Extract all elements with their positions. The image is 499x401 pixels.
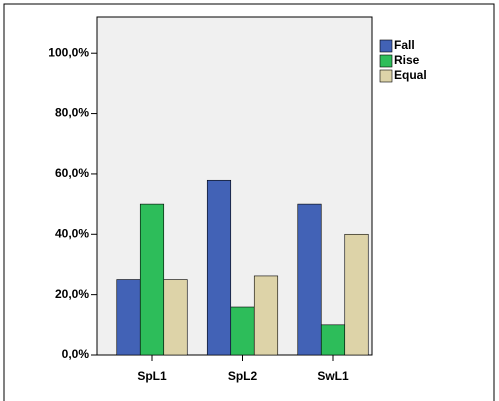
- legend-label: Equal: [394, 68, 427, 82]
- bar: [230, 306, 255, 356]
- bar: [297, 203, 322, 356]
- y-tick-label: 80,0%: [55, 106, 89, 120]
- x-tick-label: SwL1: [317, 369, 349, 383]
- legend-swatch: [379, 39, 393, 53]
- y-tick-label: 20,0%: [55, 287, 89, 301]
- legend-swatch: [379, 69, 393, 83]
- y-tick-label: 60,0%: [55, 166, 89, 180]
- legend-label: Fall: [394, 38, 415, 52]
- legend-swatch: [379, 54, 393, 68]
- legend-label: Rise: [394, 53, 420, 67]
- bar: [344, 233, 369, 356]
- y-tick-label: 100,0%: [48, 45, 89, 59]
- bar: [163, 279, 188, 356]
- bar: [253, 275, 279, 356]
- frame: [3, 3, 495, 401]
- bar: [116, 279, 141, 356]
- bar: [320, 324, 346, 356]
- y-tick-label: 0,0%: [62, 347, 90, 361]
- y-tick-label: 40,0%: [55, 226, 89, 240]
- bar: [206, 179, 232, 356]
- x-tick-label: SpL1: [137, 369, 167, 383]
- x-tick-label: SpL2: [228, 369, 258, 383]
- bar: [139, 203, 165, 356]
